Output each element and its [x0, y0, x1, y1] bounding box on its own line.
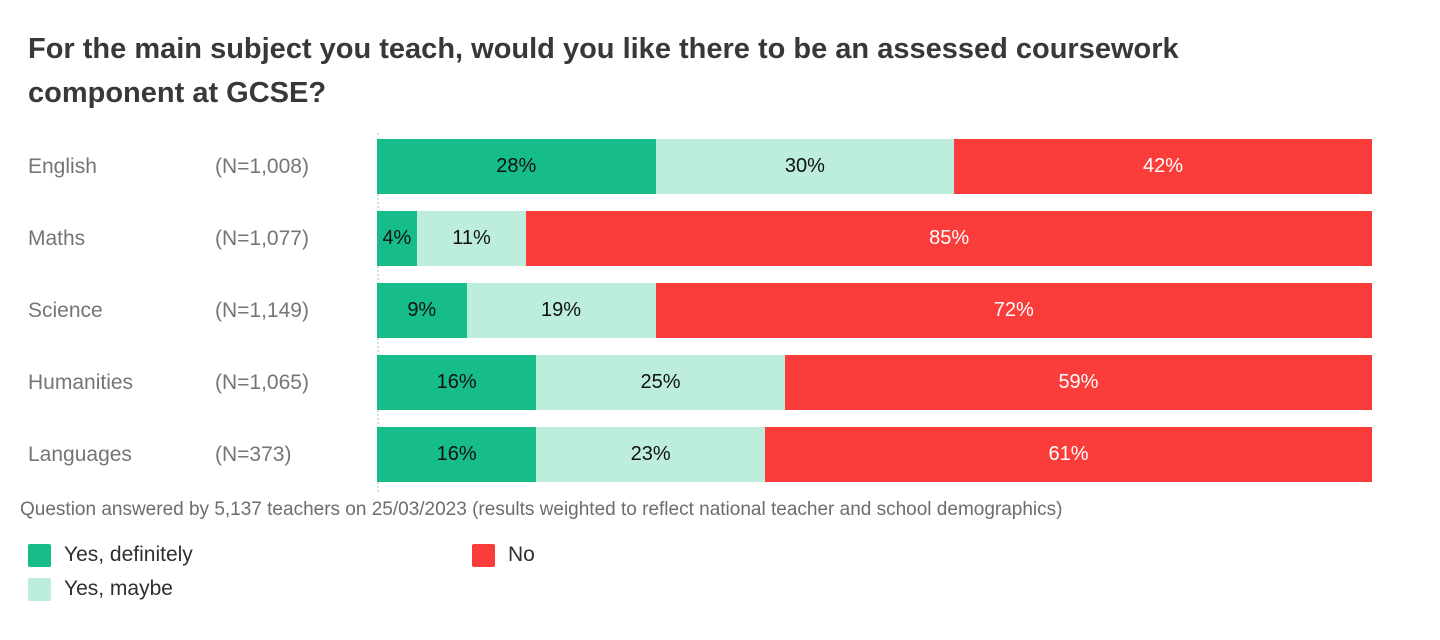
legend-item: No: [472, 543, 535, 567]
chart-row: Science (N=1,149) 9% 19% 72%: [28, 283, 1372, 338]
category-label: Humanities: [28, 370, 134, 394]
sample-size-label: (N=373): [215, 442, 292, 466]
bar-segment-yes-definitely: 4%: [377, 211, 417, 266]
stacked-bar: 4% 11% 85%: [377, 211, 1372, 266]
stacked-bar-chart: English (N=1,008) 28% 30% 42% Maths (N=1,077) 4…: [28, 133, 1372, 492]
bar-segment-no: 85%: [526, 211, 1372, 266]
chart-row: Humanities (N=1,065) 16% 25% 59%: [28, 355, 1372, 410]
chart-rows: English (N=1,008) 28% 30% 42% Maths (N=1,077) 4…: [28, 139, 1372, 482]
bar-segment-yes-definitely: 16%: [377, 355, 537, 410]
bar-segment-yes-maybe: 19%: [466, 283, 656, 338]
category-label: Maths: [28, 226, 86, 250]
category-label: Languages: [28, 442, 132, 466]
stacked-bar: 9% 19% 72%: [377, 283, 1372, 338]
bar-segment-yes-definitely: 9%: [377, 283, 467, 338]
chart-row: Languages (N=373) 16% 23% 61%: [28, 427, 1372, 482]
legend-label: No: [508, 543, 535, 566]
category-label: English: [28, 154, 97, 178]
chart-row: Maths (N=1,077) 4% 11% 85%: [28, 211, 1372, 266]
category-label: Science: [28, 298, 103, 322]
bar-segment-yes-definitely: 16%: [377, 427, 537, 482]
stacked-bar: 28% 30% 42%: [377, 139, 1372, 194]
sample-size-label: (N=1,065): [215, 370, 309, 394]
sample-size-label: (N=1,149): [215, 298, 309, 322]
chart-footnote: Question answered by 5,137 teachers on 2…: [20, 499, 1063, 520]
chart-page: For the main subject you teach, would yo…: [20, 33, 1372, 601]
bar-segment-no: 42%: [954, 139, 1372, 194]
legend: Yes, definitely Yes, maybe No: [28, 543, 1372, 601]
chart-title: For the main subject you teach, would yo…: [28, 33, 1179, 109]
legend-item: Yes, definitely: [28, 543, 472, 567]
legend-item: Yes, maybe: [28, 577, 472, 601]
sample-size-label: (N=1,008): [215, 154, 309, 178]
bar-segment-yes-maybe: 25%: [536, 355, 785, 410]
bar-segment-yes-maybe: 23%: [536, 427, 766, 482]
sample-size-label: (N=1,077): [215, 226, 309, 250]
bar-segment-yes-definitely: 28%: [377, 139, 656, 194]
chart-row: English (N=1,008) 28% 30% 42%: [28, 139, 1372, 194]
bar-segment-no: 72%: [655, 283, 1372, 338]
bar-segment-no: 59%: [784, 355, 1372, 410]
legend-label: Yes, maybe: [64, 577, 173, 600]
legend-label: Yes, definitely: [64, 543, 193, 566]
stacked-bar: 16% 25% 59%: [377, 355, 1372, 410]
legend-swatch-no: [472, 543, 495, 567]
legend-column: Yes, definitely Yes, maybe: [28, 543, 472, 601]
legend-swatch-yes-maybe: [28, 577, 51, 601]
legend-column: No: [472, 543, 535, 601]
stacked-bar: 16% 23% 61%: [377, 427, 1372, 482]
bar-segment-yes-maybe: 11%: [416, 211, 527, 266]
bar-segment-no: 61%: [765, 427, 1372, 482]
legend-swatch-yes-definitely: [28, 543, 51, 567]
bar-segment-yes-maybe: 30%: [655, 139, 955, 194]
